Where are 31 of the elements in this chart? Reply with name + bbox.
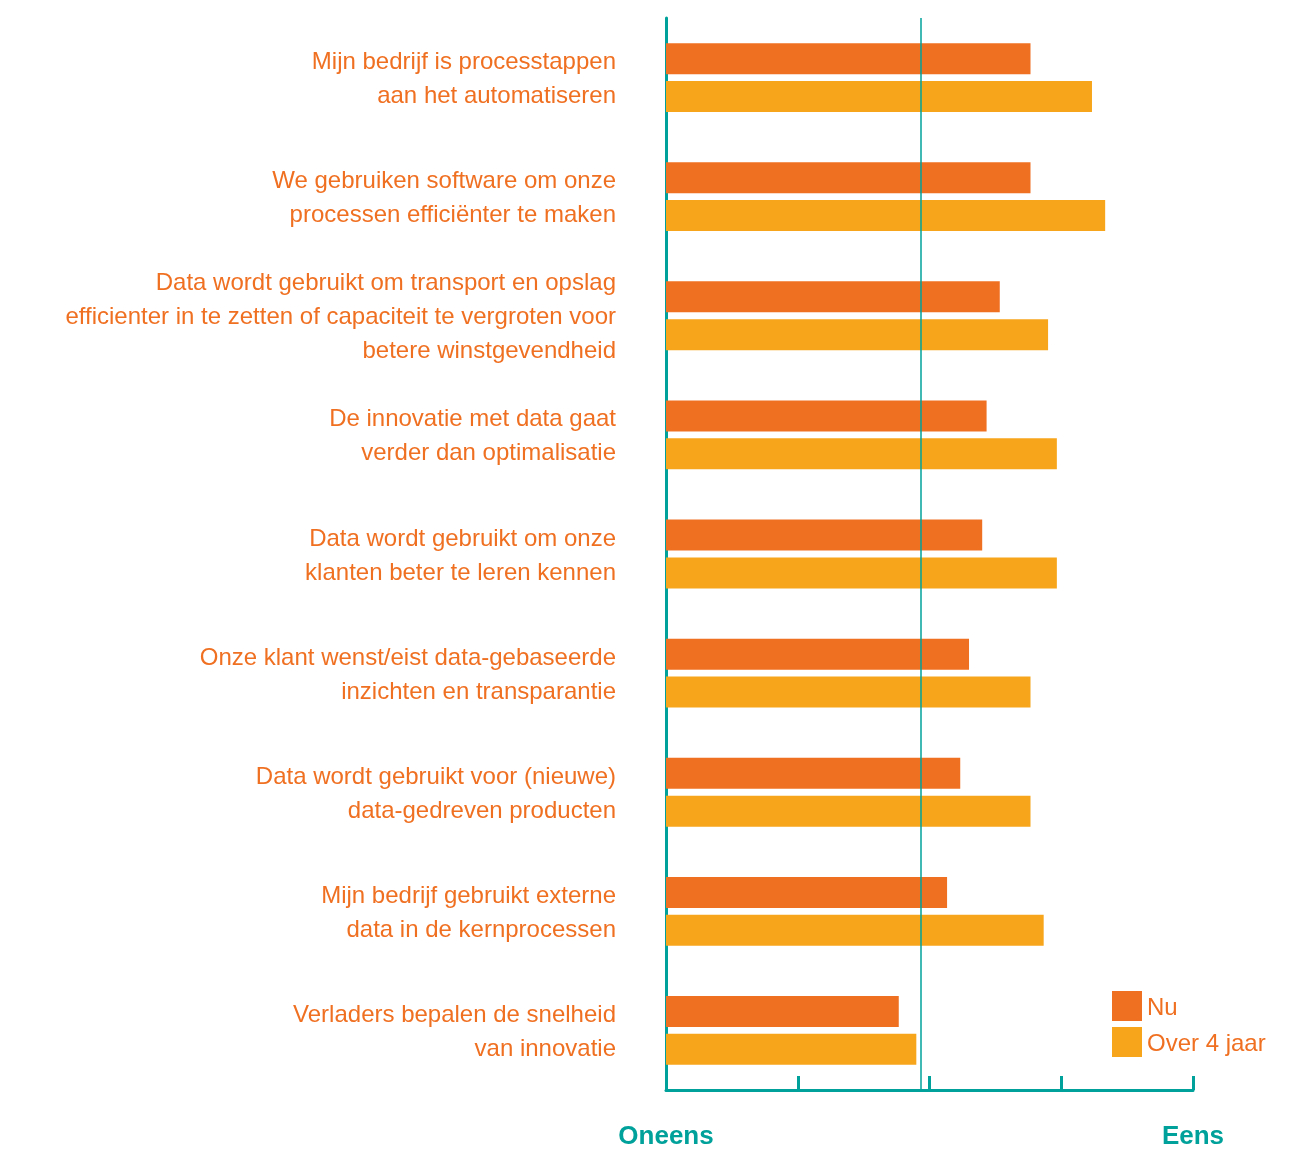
y-tick-label: Mijn bedrijf gebruikt externe data in de kernprocessen xyxy=(321,880,616,942)
bar xyxy=(666,557,1057,589)
y-tick-label: De innovatie met data gaat verder dan optimalisatie xyxy=(329,404,617,466)
legend-label: Over 4 jaar xyxy=(1147,1028,1266,1056)
y-tick-label: Mijn bedrijf is processtappen aan het automatiseren xyxy=(311,47,616,109)
bar xyxy=(666,638,970,670)
bar xyxy=(666,281,1000,313)
bar xyxy=(666,319,1049,351)
bar xyxy=(666,676,1031,708)
bar xyxy=(666,438,1057,470)
bar xyxy=(666,876,948,908)
bar xyxy=(666,757,961,789)
y-tick-label: Data wordt gebruikt om transport en opslag efficienter in te zetten of capaciteit te vergroten voor betere winstgevendheid xyxy=(65,268,616,364)
legend-label: Nu xyxy=(1147,992,1178,1020)
y-tick-label: Verladers bepalen de snelheid van innovatie xyxy=(293,999,616,1061)
y-tick-label: We gebruiken software om onze processen efficiënter te maken xyxy=(272,166,616,228)
text: Oneens xyxy=(618,1120,714,1150)
text: Eens xyxy=(1161,1120,1225,1150)
bar xyxy=(666,795,1031,827)
bar xyxy=(666,43,1031,75)
bar xyxy=(666,996,899,1028)
bar xyxy=(666,162,1031,194)
bar xyxy=(666,519,983,551)
bar xyxy=(666,200,1106,232)
bar xyxy=(666,914,1044,946)
y-tick-label: Data wordt gebruikt voor (nieuwe) data-gedreven producten xyxy=(255,761,616,823)
bar xyxy=(666,400,987,432)
y-tick-label: Onze klant wenst/eist data-gebaseerde inzichten en transparantie xyxy=(199,642,616,704)
y-tick-label: Data wordt gebruikt om onze klanten beter te leren kennen xyxy=(305,523,616,585)
bar xyxy=(666,1033,917,1065)
bar xyxy=(666,80,1092,112)
